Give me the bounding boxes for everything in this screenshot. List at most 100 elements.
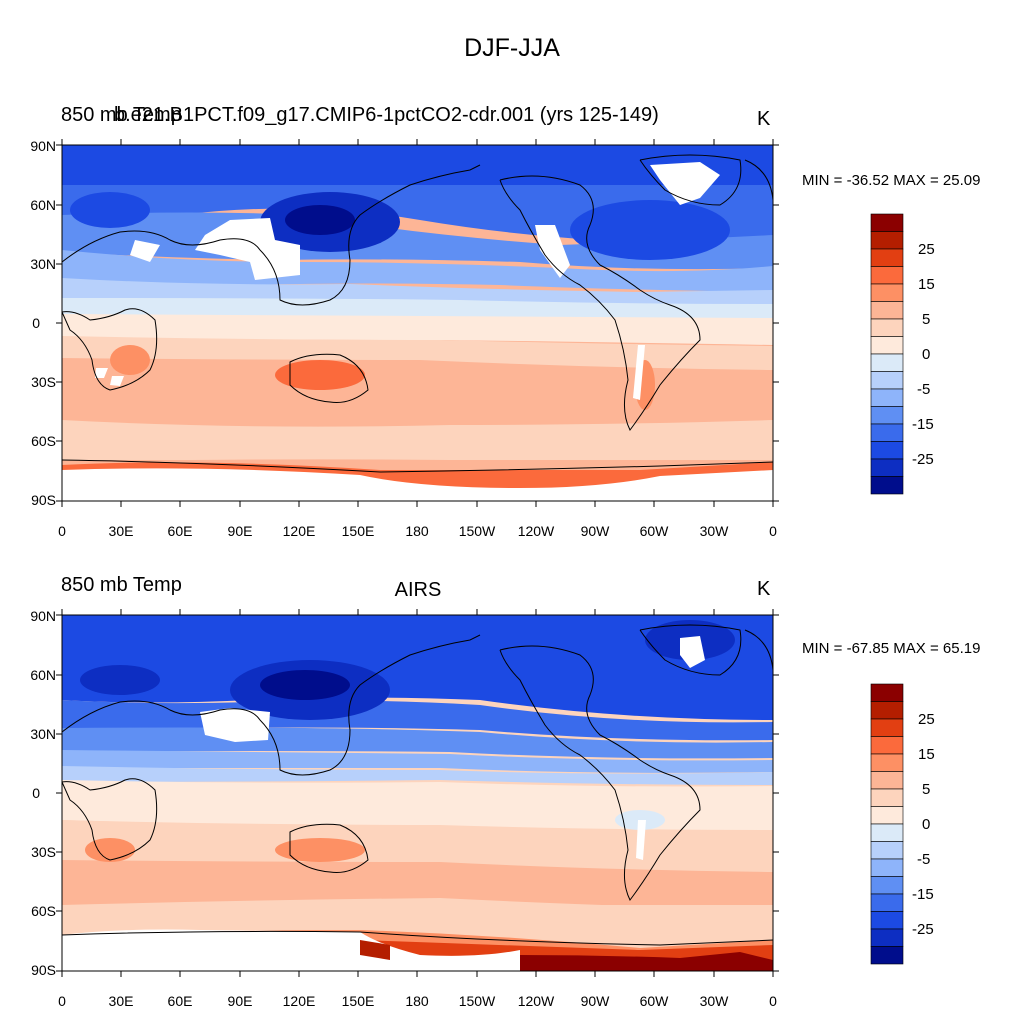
p1-lat-tick: 60N <box>30 197 56 213</box>
p2-lat-tick: 90S <box>31 962 56 978</box>
p2-lon-tick: 180 <box>405 993 429 1009</box>
p1-colorbar-label: 5 <box>922 311 931 328</box>
colorbar-swatch <box>870 928 904 947</box>
p1-lon-tick: 0 <box>58 523 66 539</box>
p2-lon-tick: 0 <box>58 993 66 1009</box>
p2-lat-tick: 30S <box>31 844 56 860</box>
colorbar-swatch <box>870 893 904 912</box>
panel2-minmax: MIN = -67.85 MAX = 65.19 <box>802 640 981 657</box>
p2-lon-tick: 120W <box>517 993 555 1009</box>
colorbar-swatch <box>870 266 904 285</box>
p1-lon-tick: 30E <box>108 523 134 539</box>
panel1-map <box>62 145 773 501</box>
panel2-title-center: AIRS <box>394 579 442 601</box>
panel2-colorbar <box>870 683 904 965</box>
p1-colorbar-label: 25 <box>918 241 935 258</box>
colorbar-swatch <box>870 841 904 860</box>
p2-lat-tick: 90N <box>30 608 56 624</box>
p2-lon-tick: 150E <box>341 993 375 1009</box>
colorbar-swatch <box>870 718 904 737</box>
colorbar-swatch <box>870 823 904 842</box>
panel1-minmax: MIN = -36.52 MAX = 25.09 <box>802 172 981 189</box>
colorbar-swatch <box>870 458 904 477</box>
colorbar-swatch <box>870 946 904 965</box>
p1-lon-tick: 120W <box>517 523 555 539</box>
p1-colorbar-label: -15 <box>912 416 934 433</box>
colorbar-swatch <box>870 858 904 877</box>
colorbar-swatch <box>870 388 904 407</box>
p1-colorbar-label: -5 <box>917 381 931 398</box>
colorbar-swatch <box>870 441 904 460</box>
p2-lon-tick: 150W <box>458 993 496 1009</box>
colorbar-swatch <box>870 771 904 790</box>
colorbar-swatch <box>870 231 904 250</box>
p2-lon-tick: 60W <box>639 993 669 1009</box>
colorbar-swatch <box>870 353 904 372</box>
colorbar-swatch <box>870 683 904 702</box>
p2-colorbar-label: -25 <box>912 921 934 938</box>
p2-lon-tick: 120E <box>282 993 316 1009</box>
p2-colorbar-label: 15 <box>918 746 935 763</box>
colorbar-swatch <box>870 423 904 442</box>
p1-lon-tick: 150E <box>341 523 375 539</box>
colorbar-swatch <box>870 876 904 895</box>
colorbar-swatch <box>870 753 904 772</box>
panel1-colorbar <box>870 213 904 495</box>
p2-colorbar-label: 5 <box>922 781 931 798</box>
p1-lon-tick: 90E <box>227 523 253 539</box>
colorbar-swatch <box>870 406 904 425</box>
p2-lat-tick: 60N <box>30 667 56 683</box>
p1-lat-tick: 30N <box>30 256 56 272</box>
p1-colorbar-label: -25 <box>912 451 934 468</box>
panel1-title-left: 850 mb Temp <box>61 104 182 126</box>
p2-colorbar-label: 0 <box>922 816 931 833</box>
colorbar-swatch <box>870 788 904 807</box>
colorbar-swatch <box>870 336 904 355</box>
panel2-title-left: 850 mb Temp <box>61 574 182 596</box>
colorbar-swatch <box>870 371 904 390</box>
p2-colorbar-label: 25 <box>918 711 935 728</box>
p1-lat-tick: 90S <box>31 492 56 508</box>
colorbar-swatch <box>870 248 904 267</box>
p2-lon-tick: 30E <box>108 993 134 1009</box>
p1-lat-tick: 30S <box>31 374 56 390</box>
tick-marks <box>56 139 779 977</box>
p2-colorbar-label: -5 <box>917 851 931 868</box>
p2-lat-tick: 30N <box>30 726 56 742</box>
p1-lat-tick: 0 <box>32 315 40 331</box>
p1-lon-tick: 180 <box>405 523 429 539</box>
colorbar-swatch <box>870 213 904 232</box>
colorbar-swatch <box>870 911 904 930</box>
figure-title: DJF-JJA <box>464 34 560 62</box>
colorbar-swatch <box>870 736 904 755</box>
p1-lat-tick: 90N <box>30 138 56 154</box>
panel2-unit: K <box>757 578 771 600</box>
p2-lon-tick: 90W <box>580 993 610 1009</box>
p2-lon-tick: 90E <box>227 993 253 1009</box>
p1-lon-tick: 60W <box>639 523 669 539</box>
p1-colorbar-label: 15 <box>918 276 935 293</box>
p2-lon-tick: 60E <box>167 993 193 1009</box>
p1-lon-tick: 120E <box>282 523 316 539</box>
panel2-map <box>62 615 773 971</box>
colorbar-swatch <box>870 701 904 720</box>
colorbar-swatch <box>870 301 904 320</box>
p1-lon-tick: 150W <box>458 523 496 539</box>
colorbar-swatch <box>870 283 904 302</box>
p1-lon-tick: 0 <box>769 523 777 539</box>
colorbar-swatch <box>870 476 904 495</box>
p1-lon-tick: 30W <box>699 523 729 539</box>
p1-lat-tick: 60S <box>31 433 56 449</box>
p2-lat-tick: 0 <box>32 785 40 801</box>
p2-colorbar-label: -15 <box>912 886 934 903</box>
colorbar-swatch <box>870 318 904 337</box>
panel1-case-title: b.e21.B1PCT.f09_g17.CMIP6-1pctCO2-cdr.00… <box>114 104 659 126</box>
p2-lon-tick: 0 <box>769 993 777 1009</box>
p2-lat-tick: 60S <box>31 903 56 919</box>
p1-lon-tick: 60E <box>167 523 193 539</box>
p2-lon-tick: 30W <box>699 993 729 1009</box>
p1-lon-tick: 90W <box>580 523 610 539</box>
panel1-unit: K <box>757 108 771 130</box>
colorbar-swatch <box>870 806 904 825</box>
